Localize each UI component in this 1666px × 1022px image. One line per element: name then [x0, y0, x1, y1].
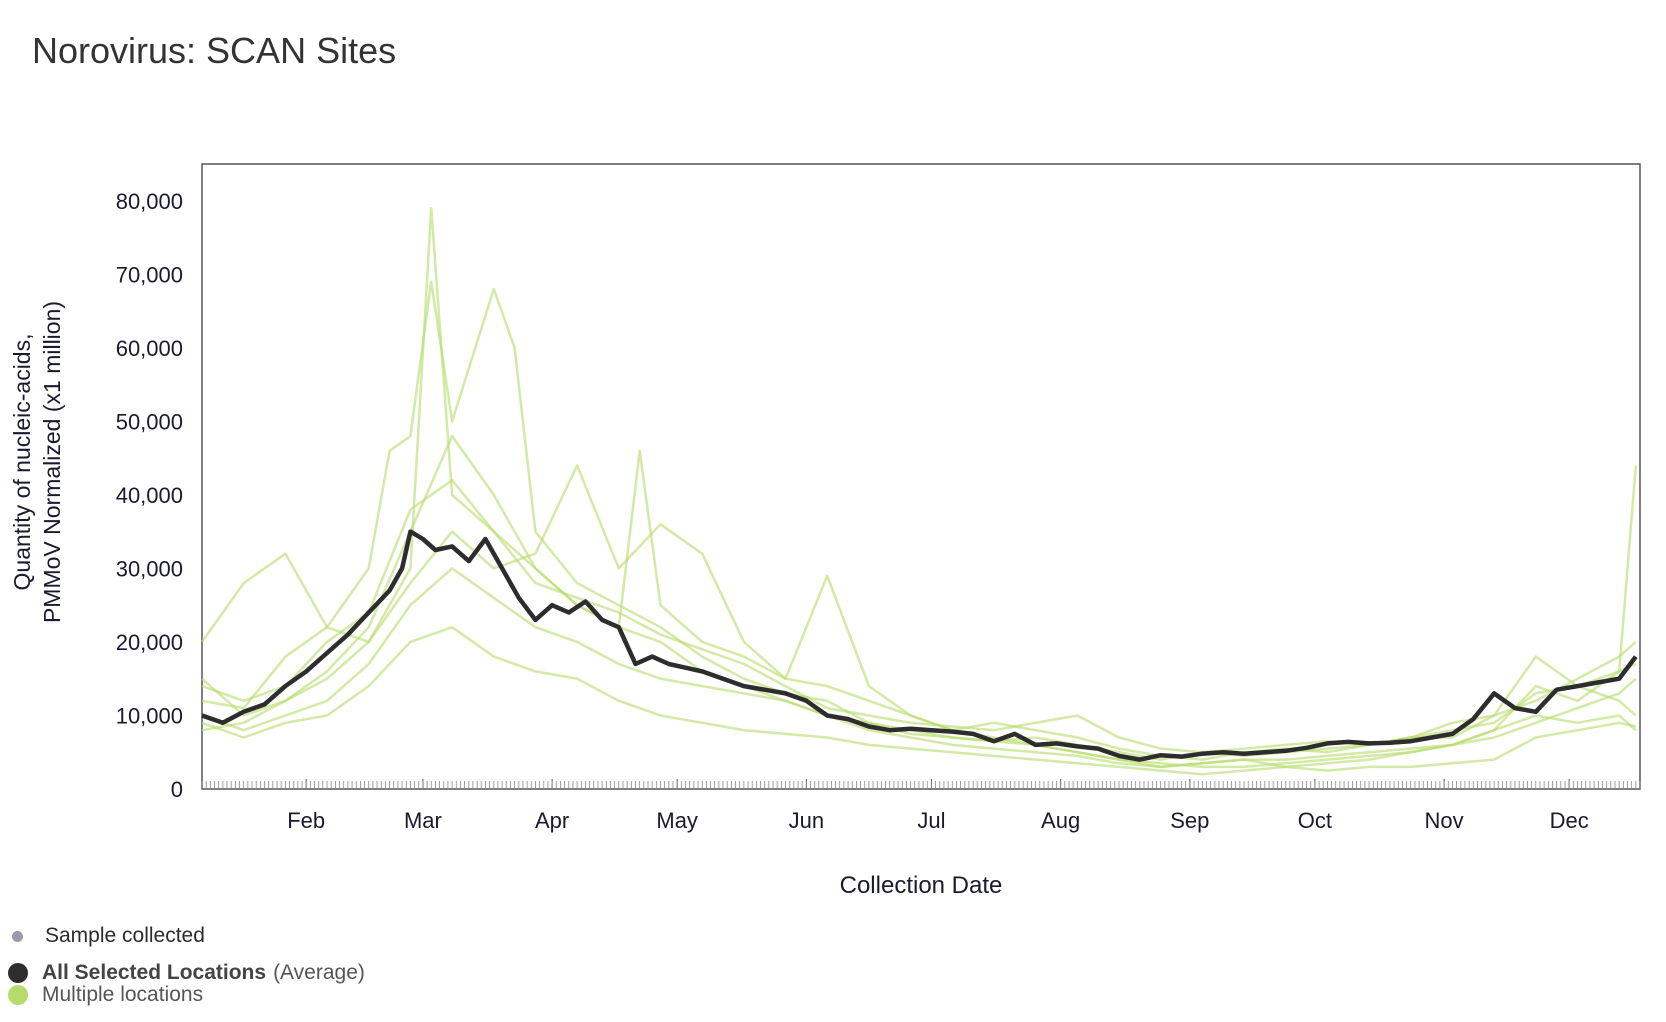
y-tick-label: 30,000 — [116, 556, 183, 581]
x-tick-label: Jul — [917, 808, 945, 833]
legend-item-multiple[interactable]: Multiple locations — [8, 983, 365, 1007]
x-tick-label: Sep — [1170, 808, 1209, 833]
x-tick-label: Feb — [287, 808, 325, 833]
location-line — [201, 625, 1637, 776]
legend-item-average[interactable]: All Selected Locations (Average) — [8, 961, 365, 985]
x-tick-label: Oct — [1298, 808, 1332, 833]
legend: Sample collected All Selected Locations … — [8, 924, 365, 1007]
average-line-layer — [201, 529, 1638, 762]
average-dot-icon — [8, 963, 28, 983]
y-tick-label: 0 — [171, 777, 183, 802]
x-tick-label: Mar — [404, 808, 442, 833]
y-tick-label: 50,000 — [116, 409, 183, 434]
x-axis-minor-ticks — [201, 781, 1641, 789]
locations-dot-icon — [8, 985, 28, 1005]
location-lines — [200, 206, 1638, 776]
x-tick-label: Apr — [535, 808, 569, 833]
chart: 0 10,000 20,000 30,000 40,000 50,000 60,000 70,… — [9, 163, 1641, 899]
location-line — [201, 478, 1637, 754]
sample-dot-icon — [12, 930, 23, 942]
y-tick-label: 70,000 — [116, 262, 183, 287]
legend-average-suffix: (Average) — [273, 961, 365, 984]
y-axis-title-line2: PMMoV Normalized (x1 million) — [39, 301, 65, 623]
location-line — [201, 567, 1637, 769]
legend-multiple-label: Multiple locations — [42, 983, 204, 1006]
average-line — [201, 529, 1638, 762]
y-axis-title-line1: Quantity of nucleic-acids, — [9, 334, 35, 591]
legend-sample-label: Sample collected — [45, 924, 205, 947]
x-tick-label: May — [656, 808, 698, 833]
y-tick-label: 10,000 — [116, 703, 183, 728]
plot-frame — [201, 163, 1641, 790]
y-tick-label: 40,000 — [116, 483, 183, 508]
y-tick-label: 80,000 — [116, 189, 183, 214]
location-line — [200, 206, 1638, 769]
x-tick-label: Aug — [1041, 808, 1080, 833]
y-tick-label: 60,000 — [116, 336, 183, 361]
x-tick-label: Nov — [1425, 808, 1464, 833]
x-axis: Feb Mar Apr May Jun Jul Aug Sep Oct Nov Dec — [287, 779, 1589, 833]
page-title: Norovirus: SCAN Sites — [32, 30, 397, 71]
y-axis: 0 10,000 20,000 30,000 40,000 50,000 60,000 70,… — [116, 189, 183, 802]
x-axis-title: Collection Date — [840, 872, 1003, 899]
y-tick-label: 20,000 — [116, 630, 183, 655]
x-tick-label: Jun — [789, 808, 824, 833]
x-tick-label: Dec — [1550, 808, 1589, 833]
legend-average-label: All Selected Locations — [42, 961, 267, 984]
legend-item-sample[interactable]: Sample collected — [8, 924, 365, 948]
